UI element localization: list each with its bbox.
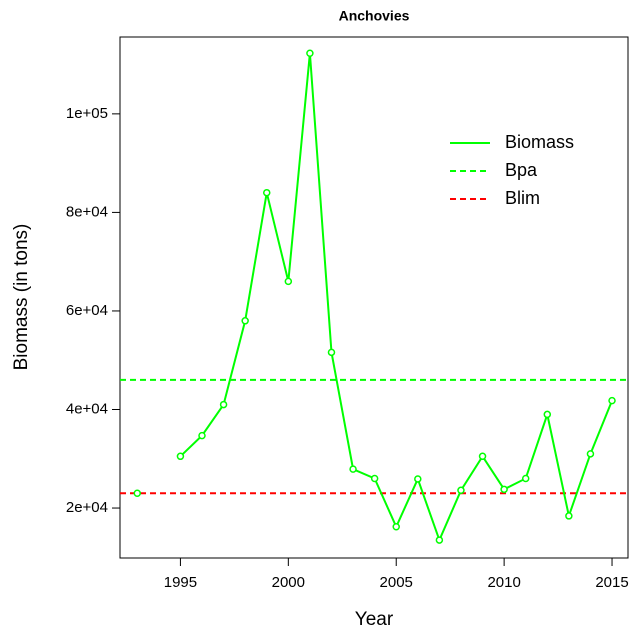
data-point	[176, 452, 185, 461]
y-tick-label: 2e+04	[66, 499, 108, 516]
data-point	[500, 485, 508, 494]
x-tick-label: 1995	[164, 574, 197, 591]
data-point	[457, 486, 465, 495]
data-point	[543, 410, 552, 419]
x-tick-label: 2005	[380, 574, 413, 591]
y-axis-label: Biomass (in tons)	[11, 224, 32, 371]
legend-label: Blim	[505, 188, 540, 208]
series-line	[179, 53, 613, 543]
data-point	[133, 489, 142, 498]
data-point	[586, 450, 595, 458]
data-point	[435, 536, 444, 544]
x-tick-label: 2015	[595, 574, 628, 591]
data-point	[521, 474, 530, 483]
data-point	[219, 400, 228, 409]
plot-frame	[119, 36, 629, 559]
data-point	[241, 317, 249, 325]
data-point	[608, 396, 616, 405]
data-point	[262, 188, 271, 197]
y-tick-label: 6e+04	[66, 302, 108, 319]
legend-label: Biomass	[505, 132, 574, 152]
data-point	[370, 474, 379, 483]
data-point	[414, 475, 422, 483]
y-tick-label: 1e+05	[66, 105, 108, 122]
x-axis-label: Year	[355, 609, 394, 630]
data-point	[327, 348, 336, 357]
chart-title: Anchovies	[339, 8, 410, 24]
data-point	[284, 277, 293, 286]
y-tick-label: 8e+04	[66, 203, 108, 220]
data-point	[198, 431, 206, 440]
x-tick-label: 2000	[272, 574, 305, 591]
data-point	[306, 49, 314, 58]
x-tick-label: 2010	[487, 574, 520, 591]
data-point	[565, 512, 573, 520]
data-point	[392, 523, 400, 531]
y-tick-label: 4e+04	[66, 400, 108, 417]
data-point	[478, 452, 487, 461]
data-point	[349, 465, 357, 473]
legend-label: Bpa	[505, 160, 538, 180]
